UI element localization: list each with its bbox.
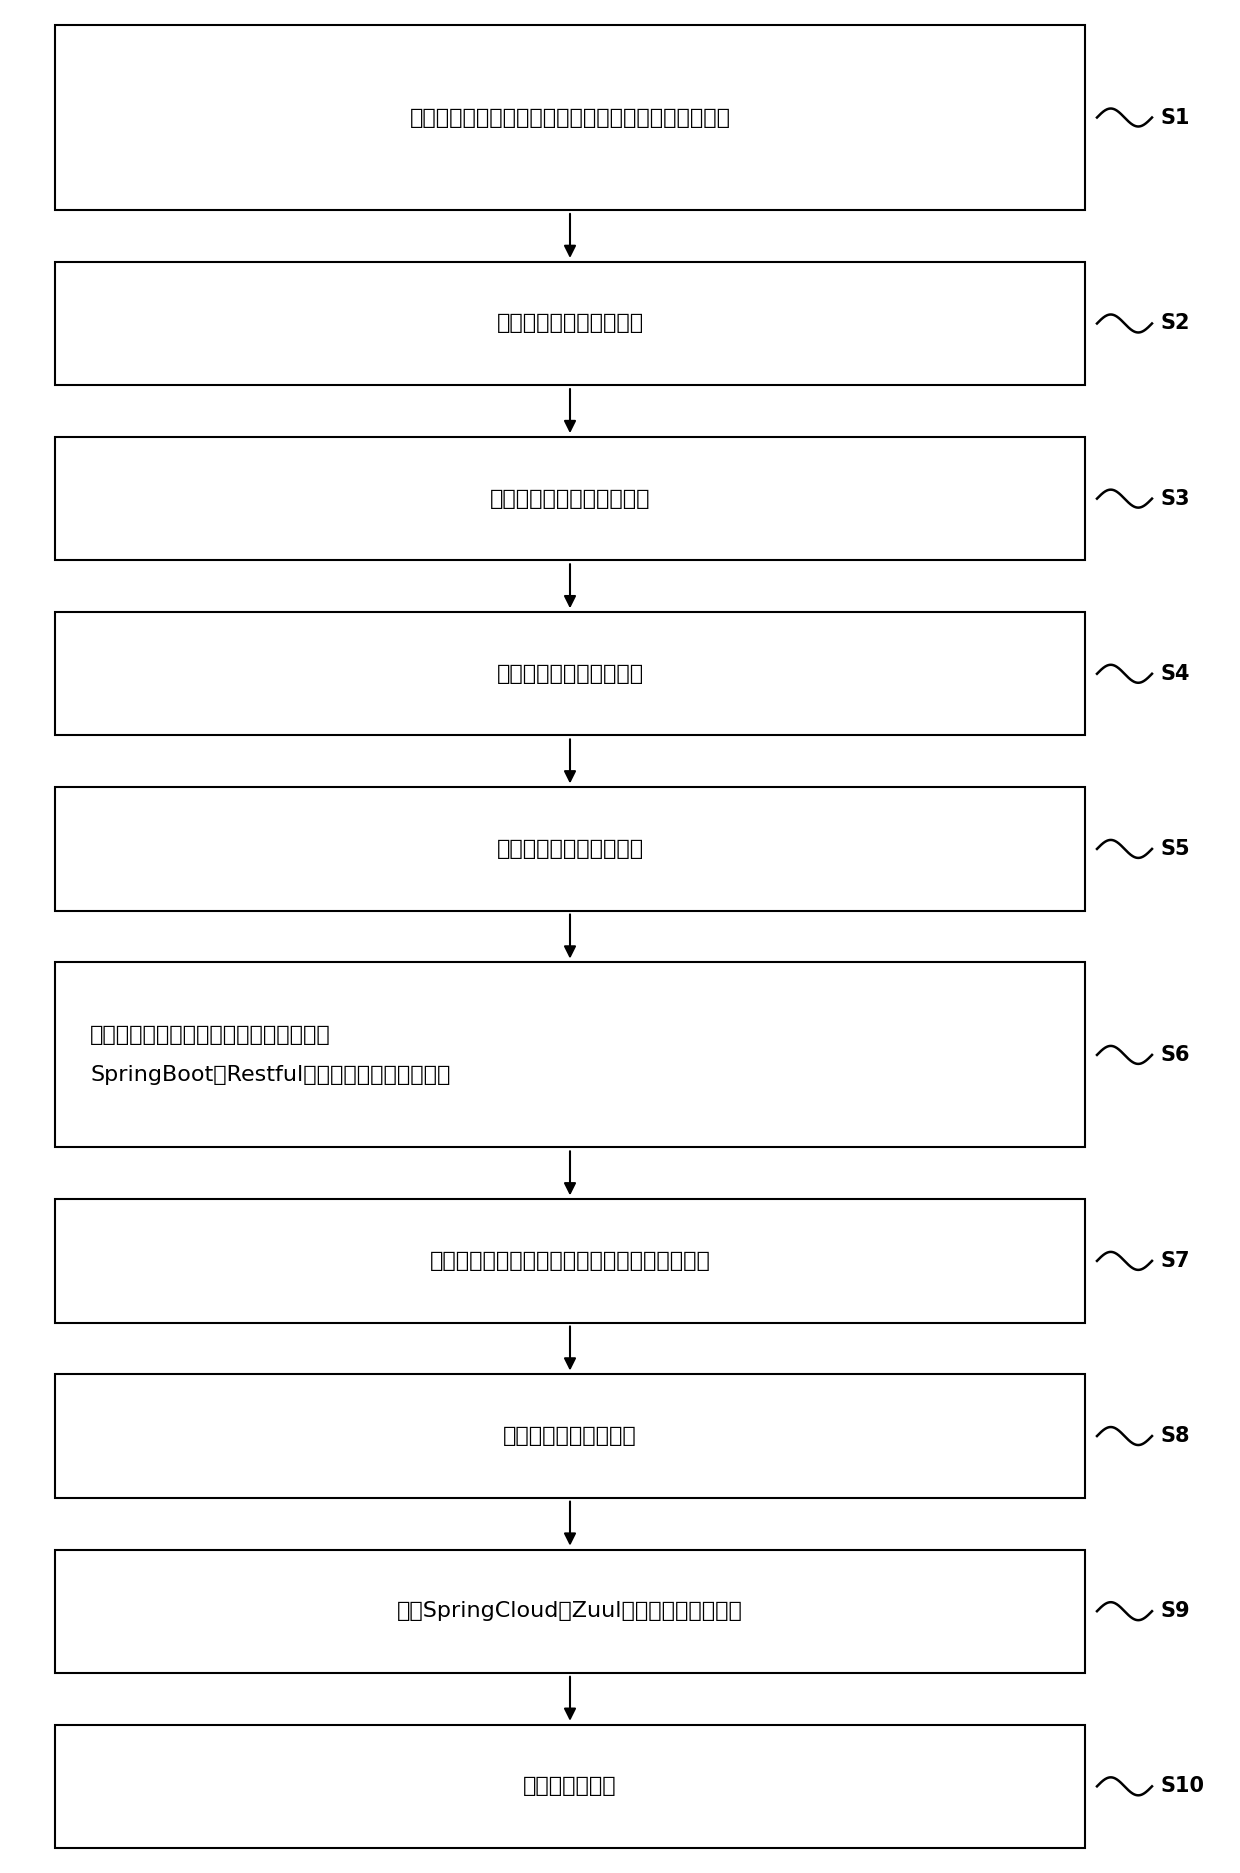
Bar [55,963,1085,1148]
Text: 将切片地图服务信息分发到网关，配置服务信息: 将切片地图服务信息分发到网关，配置服务信息 [429,1251,711,1272]
Text: S7: S7 [1159,1251,1189,1272]
Text: S6: S6 [1159,1045,1189,1066]
Bar [55,1725,1085,1849]
Bar [55,262,1085,386]
Text: 配置切片服务的基本信息: 配置切片服务的基本信息 [496,313,644,333]
Text: S1: S1 [1159,107,1189,127]
Bar [55,436,1085,560]
Text: 配置切片服务的后缀信息: 配置切片服务的后缀信息 [496,839,644,860]
Bar [55,1199,1085,1322]
Text: S10: S10 [1159,1776,1204,1796]
Text: 检测配置网关服务信息: 检测配置网关服务信息 [503,1425,637,1446]
Text: SpringBoot的Restful服务发布成切片地图服务: SpringBoot的Restful服务发布成切片地图服务 [91,1066,450,1084]
Text: S2: S2 [1159,313,1189,333]
Text: 配置切片服务的前缀信息: 配置切片服务的前缀信息 [496,663,644,684]
Bar [55,1549,1085,1673]
Bar [55,1375,1085,1498]
Text: S5: S5 [1159,839,1189,860]
Text: 通过SpringCloud的Zuul组件将服务发布完毕: 通过SpringCloud的Zuul组件将服务发布完毕 [397,1601,743,1622]
Text: S8: S8 [1159,1425,1189,1446]
Text: 配置切片服务的坐标参考系: 配置切片服务的坐标参考系 [490,489,650,509]
Text: 地图服务的访问: 地图服务的访问 [523,1776,616,1796]
Text: 将所有切片服务信息保存完毕后通过基于: 将所有切片服务信息保存完毕后通过基于 [91,1025,331,1045]
Bar [55,787,1085,910]
Text: 将地图内容进行切片，生产配置信息文件，并将其保持: 将地图内容进行切片，生产配置信息文件，并将其保持 [409,107,730,127]
Bar [55,24,1085,210]
Text: S3: S3 [1159,489,1189,509]
Text: S4: S4 [1159,663,1189,684]
Text: S9: S9 [1159,1601,1189,1622]
Bar [55,612,1085,736]
